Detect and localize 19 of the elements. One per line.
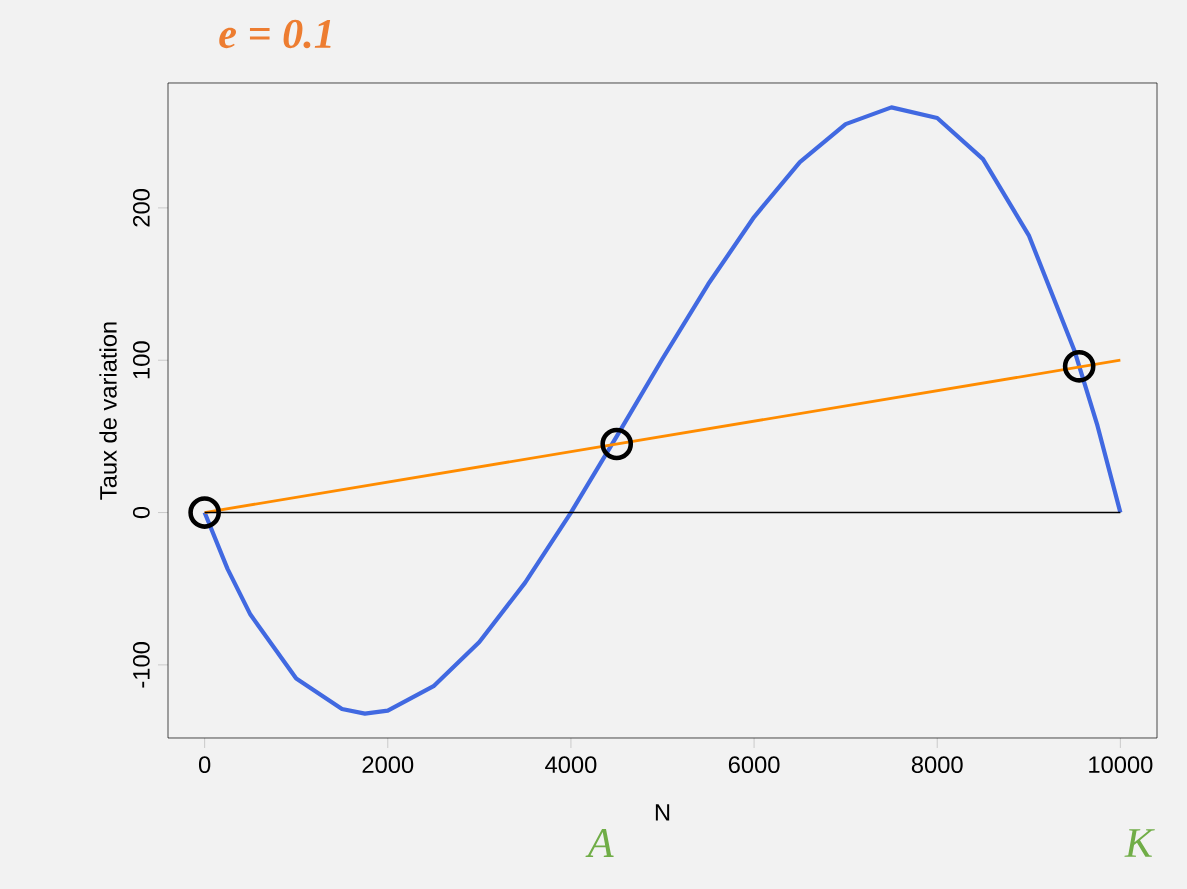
- y-tick-label: 200: [132, 189, 150, 227]
- x-tick-label: 4000: [545, 756, 597, 774]
- point: [1062, 349, 1096, 383]
- y-tick-label: -100: [132, 642, 150, 688]
- x-tick-label: 2000: [362, 756, 414, 774]
- point: [188, 496, 221, 529]
- y-tick-label: 0: [132, 506, 150, 519]
- x-tick-label: 0: [198, 756, 211, 774]
- chart-title: e = 0.1: [219, 19, 331, 49]
- text: K: [1124, 829, 1155, 857]
- text: A: [585, 829, 614, 857]
- x-tick-label: 8000: [911, 756, 963, 774]
- y-tick-label: 100: [132, 341, 150, 379]
- line-series: [202, 105, 1123, 716]
- x-tick-label: 10000: [1089, 756, 1153, 774]
- point: [600, 427, 634, 461]
- x-axis-title: N: [655, 804, 670, 821]
- x-tick-label: 6000: [728, 756, 780, 774]
- y-axis-title: Taux de variation: [99, 322, 117, 500]
